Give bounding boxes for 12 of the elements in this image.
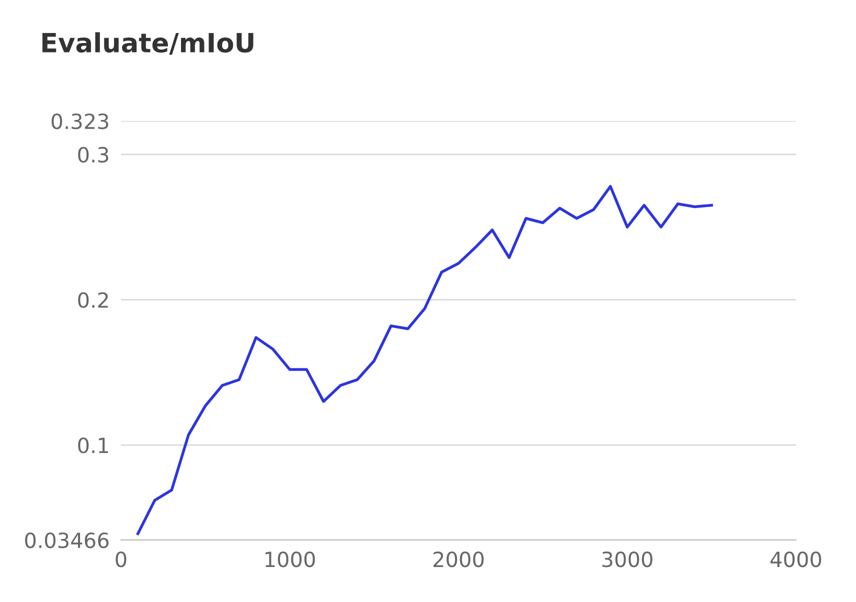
y-tick-label: 0.03466 <box>25 532 109 548</box>
line-series <box>136 185 714 536</box>
x-tick-label: 3000 <box>602 551 652 568</box>
y-tick-label: 0.323 <box>52 113 108 130</box>
y-tick-label: 0.1 <box>78 438 108 454</box>
x-tick-label: 4000 <box>770 551 822 568</box>
x-tick-label: 1000 <box>266 551 315 568</box>
y-tick-label: 0.2 <box>78 292 108 308</box>
x-tick-label: 2000 <box>434 551 484 568</box>
chart-title: Evaluate/mIoU <box>42 32 254 55</box>
x-tick-label: 0 <box>116 551 126 568</box>
y-tick-label: 0.3 <box>78 146 108 163</box>
